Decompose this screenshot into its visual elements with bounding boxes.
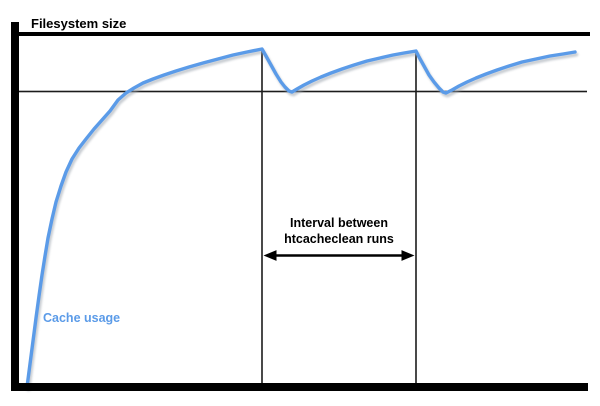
y-axis [11, 22, 19, 391]
y-axis-label: Filesystem size [31, 16, 127, 31]
clean-target-line [19, 90, 587, 93]
interval-arrow-left-arrowhead-icon [263, 250, 277, 261]
interval-annotation-label: Interval between htcacheclean runs [262, 215, 416, 247]
interval-arrow-right-arrowhead-icon [401, 250, 415, 261]
interval-annotation-line1: Interval between [290, 216, 388, 230]
series-label-cache-usage: Cache usage [43, 311, 121, 325]
x-axis [11, 383, 588, 391]
cache-usage-curve [25, 47, 577, 389]
filesystem-size-line [19, 32, 590, 36]
interval-annotation-line2: htcacheclean runs [284, 232, 394, 246]
